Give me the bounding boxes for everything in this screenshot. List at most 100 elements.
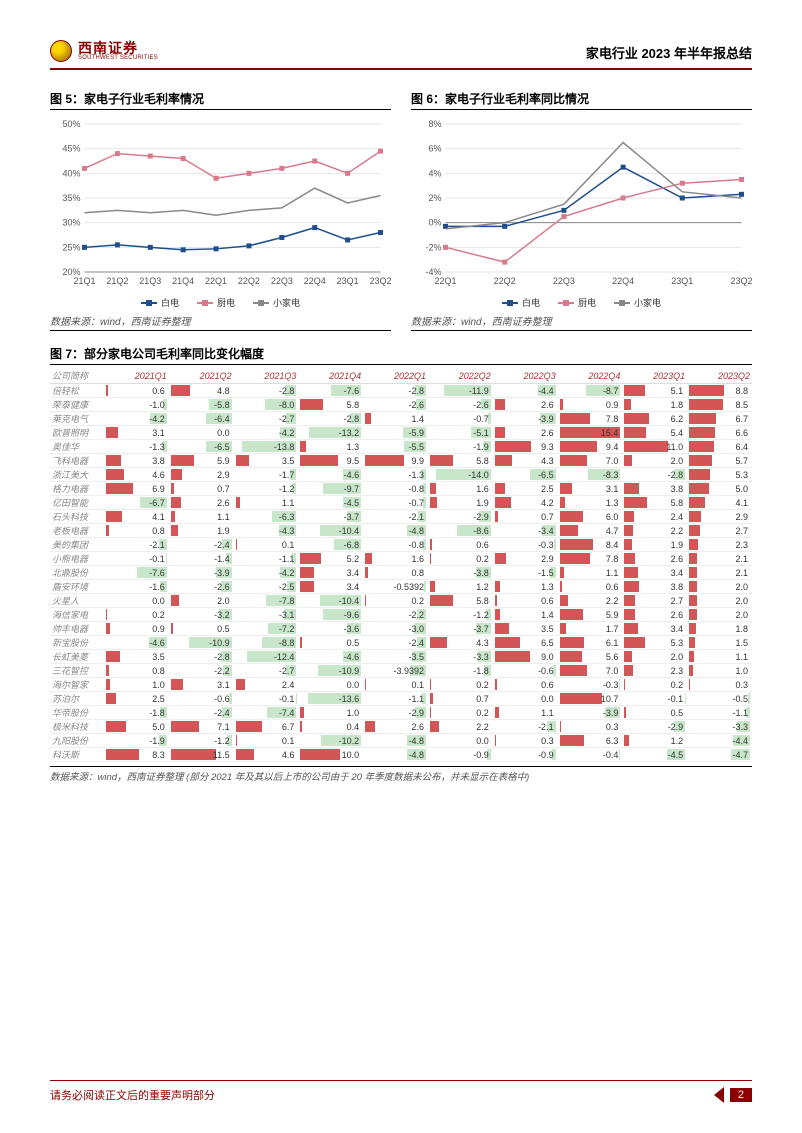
value-cell: -5.5 <box>363 440 428 454</box>
value-cell: 1.3 <box>493 580 558 594</box>
value-cell: 2.0 <box>687 594 752 608</box>
value-cell: 5.0 <box>104 720 169 734</box>
table-7: 公司简称2021Q12021Q22021Q32021Q42022Q12022Q2… <box>50 368 752 762</box>
svg-text:21Q1: 21Q1 <box>73 276 95 286</box>
value-cell: 2.6 <box>622 552 687 566</box>
value-cell: 1.5 <box>687 636 752 650</box>
value-cell: 5.0 <box>687 482 752 496</box>
value-cell: 2.6 <box>363 720 428 734</box>
company-name: 三花智控 <box>50 664 104 678</box>
table-row: 九阳股份-1.9-1.20.1-10.2-4.80.00.36.31.2-4.4 <box>50 734 752 748</box>
value-cell: 2.5 <box>493 482 558 496</box>
value-cell: 0.0 <box>493 692 558 706</box>
value-cell: 2.7 <box>687 524 752 538</box>
company-name: 九阳股份 <box>50 734 104 748</box>
table-row: 海信家电0.2-3.2-3.1-9.6-2.2-1.21.45.92.62.0 <box>50 608 752 622</box>
value-cell: -4.6 <box>104 636 169 650</box>
value-cell: 5.8 <box>428 594 493 608</box>
value-cell: 4.6 <box>234 748 299 762</box>
value-cell: 3.4 <box>622 622 687 636</box>
value-cell: 0.7 <box>493 510 558 524</box>
svg-text:23Q2: 23Q2 <box>369 276 391 286</box>
svg-text:22Q1: 22Q1 <box>434 276 456 286</box>
value-cell: 2.0 <box>169 594 234 608</box>
value-cell: -14.0 <box>428 468 493 482</box>
value-cell: 3.1 <box>169 678 234 692</box>
value-cell: -1.6 <box>104 580 169 594</box>
value-cell: 4.1 <box>104 510 169 524</box>
value-cell: -5.8 <box>169 398 234 412</box>
table-row: 老板电器0.81.9-4.3-10.4-4.8-8.6-3.44.72.22.7 <box>50 524 752 538</box>
svg-text:4%: 4% <box>428 168 441 178</box>
value-cell: 6.5 <box>493 636 558 650</box>
value-cell: 1.2 <box>428 580 493 594</box>
value-cell: 1.4 <box>493 608 558 622</box>
company-name: 老板电器 <box>50 524 104 538</box>
figure-6: 图 6：家电子行业毛利率同比情况 -4%-2%0%2%4%6%8%22Q122Q… <box>411 90 752 331</box>
value-cell: -2.4 <box>169 538 234 552</box>
value-cell: -0.5392 <box>363 580 428 594</box>
company-name: 奥佳华 <box>50 440 104 454</box>
value-cell: -4.2 <box>234 566 299 580</box>
svg-text:21Q4: 21Q4 <box>172 276 194 286</box>
value-cell: -3.9 <box>558 706 623 720</box>
col-9: 2023Q1 <box>622 368 687 384</box>
svg-text:8%: 8% <box>428 119 441 129</box>
svg-text:22Q4: 22Q4 <box>612 276 634 286</box>
value-cell: 4.3 <box>493 454 558 468</box>
svg-text:22Q3: 22Q3 <box>271 276 293 286</box>
fig5-source: 数据来源：wind，西南证券整理 <box>50 313 391 331</box>
value-cell: 8.4 <box>558 538 623 552</box>
logo: 西南证券 SOUTHWEST SECURITIES <box>50 40 158 62</box>
value-cell: -3.7 <box>428 622 493 636</box>
value-cell: -13.6 <box>298 692 363 706</box>
value-cell: -3.0 <box>363 622 428 636</box>
value-cell: -4.8 <box>363 524 428 538</box>
value-cell: -8.8 <box>234 636 299 650</box>
value-cell: -2.1 <box>493 720 558 734</box>
figure-7: 图 7：部分家电公司毛利率同比变化幅度 公司简称2021Q12021Q22021… <box>50 345 752 783</box>
value-cell: -13.8 <box>234 440 299 454</box>
value-cell: -0.8 <box>363 482 428 496</box>
value-cell: 5.8 <box>622 496 687 510</box>
company-name: 苏泊尔 <box>50 692 104 706</box>
value-cell: 0.9 <box>558 398 623 412</box>
value-cell: -1.8 <box>104 706 169 720</box>
value-cell: -11.9 <box>428 384 493 398</box>
value-cell: 2.3 <box>687 538 752 552</box>
value-cell: 6.2 <box>622 412 687 426</box>
value-cell: -7.6 <box>298 384 363 398</box>
value-cell: -8.0 <box>234 398 299 412</box>
company-name: 莱克电气 <box>50 412 104 426</box>
table-row: 倍轻松0.64.8-2.8-7.6-2.8-11.9-4.4-8.75.18.8 <box>50 384 752 398</box>
svg-text:40%: 40% <box>62 168 80 178</box>
value-cell: 0.3 <box>687 678 752 692</box>
svg-text:2%: 2% <box>428 193 441 203</box>
value-cell: 2.2 <box>622 524 687 538</box>
value-cell: -10.4 <box>298 524 363 538</box>
value-cell: -2.8 <box>298 412 363 426</box>
value-cell: 1.6 <box>428 482 493 496</box>
value-cell: 1.1 <box>558 566 623 580</box>
value-cell: -2.7 <box>234 664 299 678</box>
table-row: 火星人0.02.0-7.8-10.40.25.80.62.22.72.0 <box>50 594 752 608</box>
value-cell: 2.1 <box>687 566 752 580</box>
value-cell: 3.5 <box>493 622 558 636</box>
fig6-title: 图 6：家电子行业毛利率同比情况 <box>411 90 752 110</box>
value-cell: -0.1 <box>622 692 687 706</box>
svg-text:23Q1: 23Q1 <box>337 276 359 286</box>
page-number: 2 <box>714 1087 752 1103</box>
table-row: 亿田智能-6.72.61.1-4.5-0.71.94.21.35.84.1 <box>50 496 752 510</box>
value-cell: 8.8 <box>687 384 752 398</box>
value-cell: 1.0 <box>298 706 363 720</box>
value-cell: -4.6 <box>298 650 363 664</box>
fig5-title: 图 5：家电子行业毛利率情况 <box>50 90 391 110</box>
svg-text:22Q2: 22Q2 <box>494 276 516 286</box>
value-cell: -7.2 <box>234 622 299 636</box>
value-cell: 1.3 <box>558 496 623 510</box>
value-cell: -0.1 <box>104 552 169 566</box>
value-cell: 3.4 <box>298 580 363 594</box>
value-cell: -2.9 <box>622 720 687 734</box>
value-cell: -6.5 <box>493 468 558 482</box>
value-cell: -4.8 <box>363 734 428 748</box>
